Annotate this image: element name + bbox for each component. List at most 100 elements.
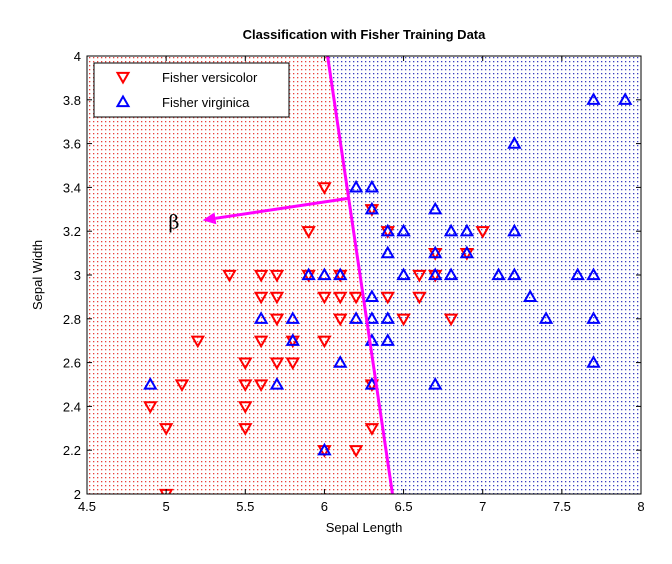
versicolor-point — [269, 291, 285, 305]
versicolor-point — [443, 313, 459, 327]
x-tick-label: 7.5 — [553, 499, 571, 514]
virginica-point — [507, 223, 522, 237]
y-tick-label: 3.6 — [63, 137, 81, 152]
versicolor-point — [285, 357, 300, 371]
virginica-point — [380, 333, 395, 346]
y-tick-label: 4 — [74, 49, 81, 64]
virginica-point — [443, 223, 459, 237]
x-tick-label: 5 — [163, 499, 170, 514]
versicolor-point — [412, 291, 427, 305]
virginica-point — [285, 333, 300, 346]
legend-versicolor-symbol — [115, 71, 131, 85]
versicolor-point — [238, 357, 253, 371]
virginica-point — [617, 92, 633, 105]
virginica-point — [364, 311, 380, 324]
versicolor-point — [333, 313, 348, 327]
x-tick-label: 6 — [321, 499, 328, 514]
versicolor-point — [253, 269, 269, 283]
y-axis: 2 2.2 2.4 2.6 2.8 3 3.2 3.4 3.6 3.8 4 — [63, 49, 641, 502]
versicolor-point — [238, 401, 253, 414]
decision-boundary-line — [326, 55, 394, 495]
virginica-point — [380, 223, 395, 237]
legend-marker-versicolor — [115, 71, 131, 85]
x-tick-label: 8 — [637, 499, 644, 514]
versicolor-point — [348, 291, 364, 305]
virginica-point — [586, 311, 601, 324]
y-tick-label: 3.8 — [63, 93, 81, 108]
y-tick-label: 3 — [74, 268, 81, 283]
virginica-point — [317, 267, 332, 281]
virginica-point — [586, 267, 601, 281]
virginica-point — [522, 289, 538, 303]
y-tick-label: 2.8 — [63, 312, 81, 327]
virginica-point — [428, 201, 443, 215]
virginica-point — [364, 289, 380, 303]
y-tick-label: 2 — [74, 487, 81, 502]
virginica-point — [443, 267, 459, 281]
virginica-point — [586, 355, 601, 368]
y-axis-label: Sepal Width — [30, 240, 45, 310]
legend-label-virginica: Fisher virginica — [162, 95, 250, 110]
virginica-point — [380, 311, 395, 324]
versicolor-point — [222, 269, 237, 283]
beta-arrow — [215, 196, 349, 220]
virginica-region — [327, 56, 641, 494]
versicolor-point — [269, 269, 285, 283]
versicolor-region — [87, 56, 393, 494]
x-axis-label: Sepal Length — [326, 520, 403, 535]
virginica-point — [428, 245, 443, 259]
virginica-point — [269, 376, 285, 390]
versicolor-point — [174, 379, 190, 393]
versicolor-point — [348, 445, 364, 458]
beta-arrow-head — [202, 212, 217, 225]
versicolor-point — [475, 226, 490, 239]
x-tick-label: 5.5 — [236, 499, 254, 514]
versicolor-point — [396, 313, 411, 327]
versicolor-point — [333, 291, 348, 305]
virginica-point — [364, 201, 380, 215]
y-tick-label: 2.4 — [63, 399, 81, 414]
virginica-point — [348, 311, 364, 324]
versicolor-point — [190, 335, 206, 349]
virginica-point — [570, 267, 585, 281]
virginica-point — [459, 223, 475, 237]
x-tick-label: 7 — [479, 499, 486, 514]
legend-label-versicolor: Fisher versicolor — [162, 70, 258, 85]
chart-title: Classification with Fisher Training Data — [243, 27, 486, 42]
x-tick-label: 6.5 — [395, 499, 413, 514]
virginica-point — [301, 267, 316, 281]
y-tick-label: 3.2 — [63, 224, 81, 239]
x-axis: 4.5 5 5.5 6 6.5 7 7.5 8 — [78, 56, 645, 514]
x-tick-label: 4.5 — [78, 499, 96, 514]
legend-box — [93, 62, 290, 118]
virginica-point — [253, 311, 269, 324]
versicolor-point — [238, 379, 253, 393]
virginica-point — [428, 267, 443, 281]
legend-marker-virginica — [115, 94, 131, 108]
legend-virginica-symbol — [115, 94, 131, 108]
versicolor-point — [412, 269, 427, 283]
y-tick-label: 2.6 — [63, 356, 81, 371]
virginica-point — [586, 92, 601, 105]
versicolor-point — [143, 401, 158, 414]
virginica-point — [380, 245, 395, 259]
virginica-point — [428, 376, 443, 390]
versicolor-point — [364, 423, 380, 436]
virginica-point — [333, 267, 348, 281]
y-tick-label: 3.4 — [63, 180, 81, 195]
versicolor-point — [158, 423, 174, 436]
versicolor-point — [269, 357, 285, 371]
virginica-point — [507, 136, 522, 149]
y-tick-label: 2.2 — [63, 443, 81, 458]
versicolor-point — [253, 291, 269, 305]
versicolor-point — [317, 291, 332, 305]
virginica-point — [348, 179, 364, 193]
virginica-point — [538, 311, 554, 324]
versicolor-point — [317, 182, 332, 195]
versicolor-point — [380, 291, 395, 305]
versicolor-point — [238, 423, 253, 436]
plot-area: β — [86, 55, 642, 495]
virginica-point — [333, 355, 348, 368]
